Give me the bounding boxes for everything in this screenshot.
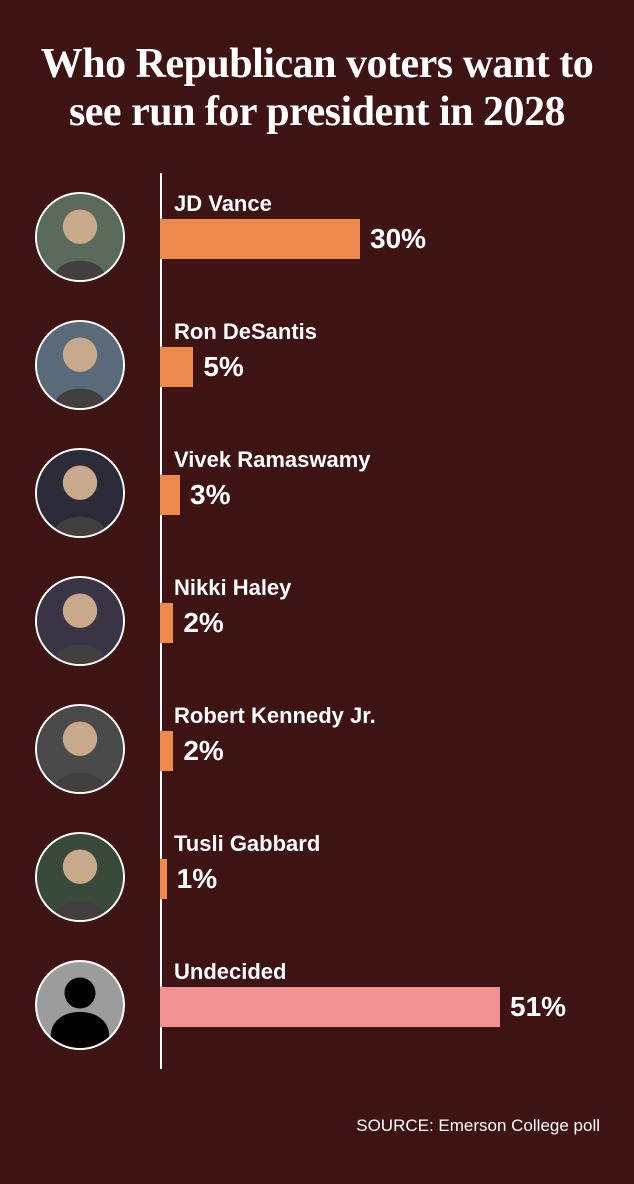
bar [160, 603, 173, 643]
person-avatar [35, 576, 125, 666]
candidate-name: Nikki Haley [174, 575, 291, 601]
avatar-wrap [0, 832, 160, 922]
bar [160, 859, 167, 899]
percent-label: 5% [203, 351, 243, 383]
bar [160, 475, 180, 515]
avatar-wrap [0, 448, 160, 538]
avatar-wrap [0, 576, 160, 666]
person-avatar [35, 448, 125, 538]
avatar-wrap [0, 960, 160, 1050]
source-attribution: SOURCE: Emerson College poll [356, 1116, 600, 1136]
bar-line: 2% [160, 731, 224, 771]
chart-rows: JD Vance 30% Ron DeSantis 5% Vivek Ramaswamy… [0, 173, 604, 1069]
percent-label: 2% [183, 735, 223, 767]
percent-label: 30% [370, 223, 426, 255]
percent-label: 3% [190, 479, 230, 511]
bar-cell: Vivek Ramaswamy 3% [160, 429, 604, 557]
candidate-row: Nikki Haley 2% [0, 557, 604, 685]
chart-title: Who Republican voters want to see run fo… [0, 0, 634, 153]
bar-chart: JD Vance 30% Ron DeSantis 5% Vivek Ramaswamy… [0, 173, 634, 1069]
avatar-wrap [0, 192, 160, 282]
bar-line: 30% [160, 219, 426, 259]
candidate-name: Undecided [174, 959, 286, 985]
bar-line: 1% [160, 859, 217, 899]
candidate-name: Vivek Ramaswamy [174, 447, 371, 473]
bar [160, 731, 173, 771]
person-avatar [35, 704, 125, 794]
bar-line: 5% [160, 347, 244, 387]
bar-line: 2% [160, 603, 224, 643]
bar-cell: JD Vance 30% [160, 173, 604, 301]
bar-cell: Nikki Haley 2% [160, 557, 604, 685]
candidate-row: Robert Kennedy Jr. 2% [0, 685, 604, 813]
bar [160, 219, 360, 259]
person-avatar [35, 192, 125, 282]
bar [160, 347, 193, 387]
bar-cell: Robert Kennedy Jr. 2% [160, 685, 604, 813]
candidate-name: JD Vance [174, 191, 272, 217]
candidate-name: Robert Kennedy Jr. [174, 703, 376, 729]
percent-label: 51% [510, 991, 566, 1023]
person-avatar [35, 320, 125, 410]
bar-cell: Ron DeSantis 5% [160, 301, 604, 429]
candidate-name: Tusli Gabbard [174, 831, 320, 857]
percent-label: 1% [177, 863, 217, 895]
candidate-row: JD Vance 30% [0, 173, 604, 301]
avatar-wrap [0, 320, 160, 410]
bar-cell: Undecided 51% [160, 941, 604, 1069]
bar-line: 3% [160, 475, 230, 515]
candidate-row: Vivek Ramaswamy 3% [0, 429, 604, 557]
silhouette-avatar [35, 960, 125, 1050]
candidate-row: Tusli Gabbard 1% [0, 813, 604, 941]
bar-cell: Tusli Gabbard 1% [160, 813, 604, 941]
bar-line: 51% [160, 987, 566, 1027]
candidate-row: Ron DeSantis 5% [0, 301, 604, 429]
person-avatar [35, 832, 125, 922]
candidate-name: Ron DeSantis [174, 319, 317, 345]
candidate-row: Undecided 51% [0, 941, 604, 1069]
avatar-wrap [0, 704, 160, 794]
bar [160, 987, 500, 1027]
percent-label: 2% [183, 607, 223, 639]
